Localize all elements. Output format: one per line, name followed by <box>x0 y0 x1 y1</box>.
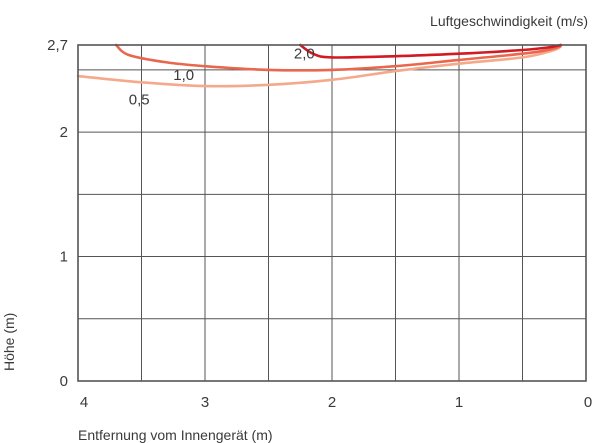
series-line-1 <box>114 43 562 72</box>
series-line-0 <box>76 44 562 88</box>
x-tick-label-1: 3 <box>201 394 209 411</box>
x-axis-ticks: 4 3 2 1 0 <box>80 394 592 411</box>
series-label-0: 0,5 <box>129 92 150 109</box>
y-axis-ticks: 0 1 2 2,7 <box>47 37 68 390</box>
series-line-2 <box>299 43 562 59</box>
x-tick-label-2: 2 <box>328 394 336 411</box>
series-label-2: 2,0 <box>294 46 315 63</box>
chart-title: Luftgeschwindigkeit (m/s) <box>430 13 588 29</box>
grid-lines <box>77 44 587 382</box>
x-axis-title: Entfernung vom Innengerät (m) <box>78 427 273 443</box>
plot-frame <box>77 44 587 382</box>
series-labels: 0,5 1,0 2,0 <box>129 46 315 109</box>
y-tick-label-2: 2 <box>60 124 68 141</box>
x-tick-label-4: 0 <box>584 394 592 411</box>
series-label-1: 1,0 <box>173 67 194 84</box>
y-tick-label-3: 2,7 <box>47 37 68 54</box>
y-tick-label-0: 0 <box>60 373 68 390</box>
y-tick-label-1: 1 <box>60 249 68 266</box>
series-lines <box>76 43 562 88</box>
x-tick-label-3: 1 <box>455 394 463 411</box>
y-axis-title: Höhe (m) <box>1 313 17 371</box>
x-tick-label-0: 4 <box>80 394 88 411</box>
